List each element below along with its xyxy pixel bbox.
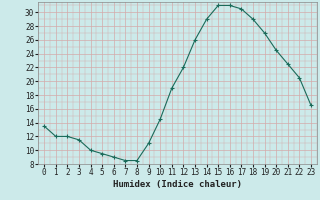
X-axis label: Humidex (Indice chaleur): Humidex (Indice chaleur) [113,180,242,189]
